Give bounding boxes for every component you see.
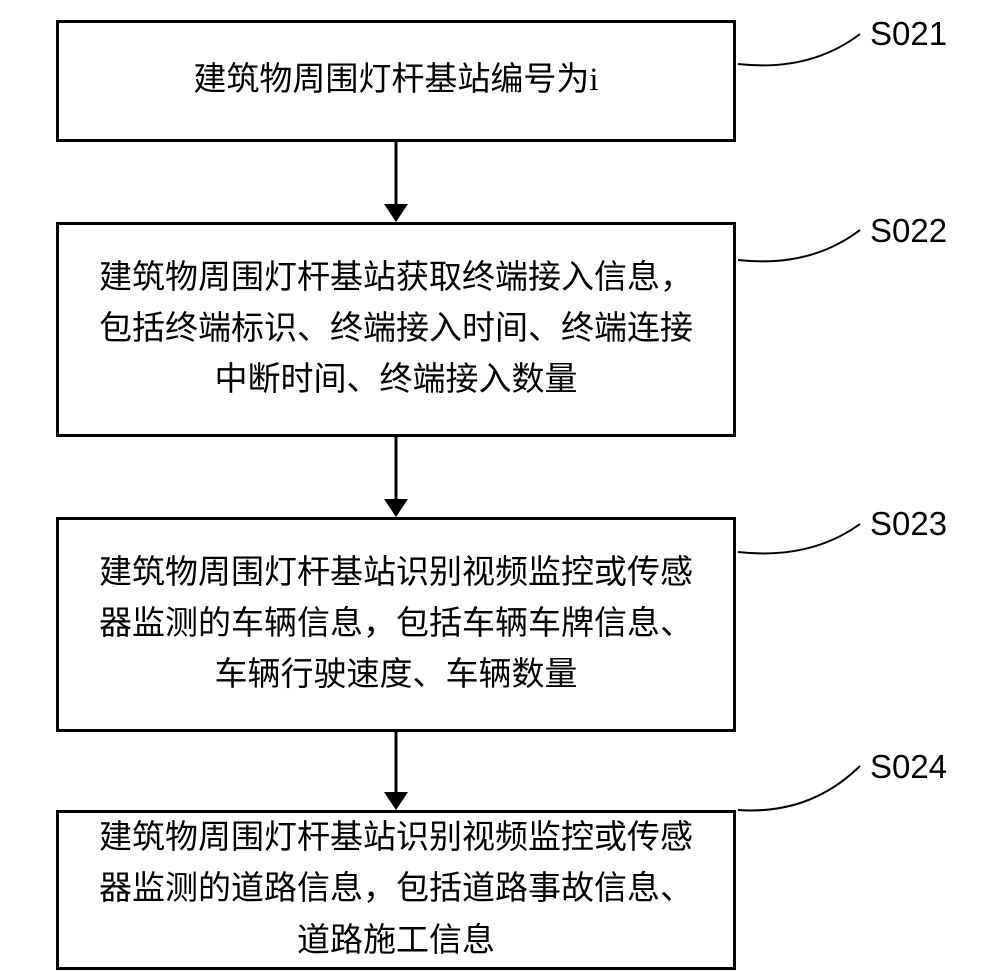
arrow-1-2 [376,142,416,222]
label-text: S023 [870,505,947,542]
step-box-s024: 建筑物周围灯杆基站识别视频监控或传感器监测的道路信息，包括道路事故信息、道路施工… [56,810,736,970]
step-box-s021: 建筑物周围灯杆基站编号为i [56,20,736,142]
step-text: 建筑物周围灯杆基站识别视频监控或传感器监测的道路信息，包括道路事故信息、道路施工… [87,813,705,966]
step-label-s024: S024 [870,748,947,786]
label-text: S022 [870,212,947,249]
leader-s023 [736,522,862,562]
step-box-s022: 建筑物周围灯杆基站获取终端接入信息，包括终端标识、终端接入时间、终端连接中断时间… [56,222,736,437]
step-text: 建筑物周围灯杆基站获取终端接入信息，包括终端标识、终端接入时间、终端连接中断时间… [87,253,705,406]
step-label-s021: S021 [870,15,947,53]
step-box-s023: 建筑物周围灯杆基站识别视频监控或传感器监测的车辆信息，包括车辆车牌信息、车辆行驶… [56,517,736,732]
step-text: 建筑物周围灯杆基站编号为i [193,55,598,106]
leader-s024 [736,764,862,817]
step-label-s022: S022 [870,212,947,250]
arrow-2-3 [376,437,416,517]
arrow-3-4 [376,732,416,810]
step-text: 建筑物周围灯杆基站识别视频监控或传感器监测的车辆信息，包括车辆车牌信息、车辆行驶… [87,548,705,701]
step-label-s023: S023 [870,505,947,543]
leader-s021 [736,32,862,74]
flowchart-canvas: 建筑物周围灯杆基站编号为i 建筑物周围灯杆基站获取终端接入信息，包括终端标识、终… [0,0,1000,972]
label-text: S024 [870,748,947,785]
label-text: S021 [870,15,947,52]
leader-s022 [736,228,862,270]
